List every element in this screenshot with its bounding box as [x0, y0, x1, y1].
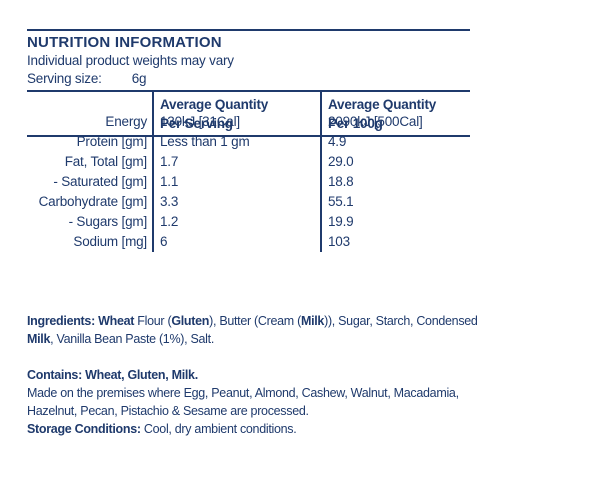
row-sugars-per-serving: 1.2	[152, 212, 320, 232]
top-rule	[27, 29, 470, 31]
col-header-per-100g-line2: Per 100g	[328, 116, 383, 131]
row-saturated-per-100g: 18.8	[320, 172, 470, 192]
serving-size-line: Serving size: 6g	[27, 70, 470, 88]
col-header-per-100g: Average Quantity Per 100g	[320, 92, 470, 137]
row-sodium-per-serving: 6	[152, 232, 320, 252]
row-saturated-per-serving: 1.1	[152, 172, 320, 192]
row-protein-per-serving: Less than 1 gm	[152, 132, 320, 152]
row-sugars-per-100g: 19.9	[320, 212, 470, 232]
row-label-sugars: - Sugars [gm]	[68, 214, 148, 229]
row-label-sodium: Sodium [mg]	[73, 234, 147, 249]
storage-conditions-line: Storage Conditions: Cool, dry ambient co…	[27, 420, 501, 438]
row-label-saturated: - Saturated [gm]	[53, 174, 147, 189]
col-header-per-serving-line2: Per Serving	[160, 116, 233, 131]
row-sodium-per-100g: 103	[320, 232, 470, 252]
storage-conditions-label: Storage Conditions:	[27, 422, 141, 436]
row-energy-per-100g: 2090kJ [500Cal]	[320, 112, 470, 132]
nutrition-table: Average Quantity Per Serving Average Qua…	[27, 90, 470, 252]
weights-note: Individual product weights may vary	[27, 53, 234, 68]
row-carbohydrate-per-100g: 55.1	[320, 192, 470, 212]
row-carbohydrate-per-serving: 3.3	[152, 192, 320, 212]
nutrition-label: NUTRITION INFORMATION Individual product…	[27, 29, 470, 252]
row-label-carbohydrate: Carbohydrate [gm]	[38, 194, 148, 209]
col-header-per-serving-line1: Average Quantity	[160, 97, 269, 112]
made-on-premises-line: Made on the premises where Egg, Peanut, …	[27, 386, 459, 418]
row-protein-per-100g: 4.9	[320, 132, 470, 152]
storage-conditions-value: Cool, dry ambient conditions.	[140, 422, 297, 436]
page-title: NUTRITION INFORMATION	[27, 34, 222, 51]
col-header-per-serving: Average Quantity Per Serving	[152, 92, 320, 137]
allergen-storage-block: Contains: Wheat, Gluten, Milk. Made on t…	[27, 366, 501, 438]
row-energy-per-serving: 130kJ [31Cal]	[152, 112, 320, 132]
row-label-energy: Energy	[105, 114, 147, 129]
row-label-protein: Protein [gm]	[76, 134, 148, 149]
row-label-fat-total: Fat, Total [gm]	[64, 154, 147, 169]
serving-size-value: 6g	[131, 71, 147, 86]
ingredients-paragraph: Ingredients: Wheat Flour (Gluten), Butte…	[27, 314, 478, 346]
row-fat-total-per-serving: 1.7	[152, 152, 320, 172]
serving-size-label: Serving size:	[27, 71, 102, 86]
col-header-blank	[27, 92, 152, 137]
contains-line: Contains: Wheat, Gluten, Milk.	[27, 368, 198, 382]
row-fat-total-per-100g: 29.0	[320, 152, 470, 172]
col-header-per-100g-line1: Average Quantity	[328, 97, 437, 112]
